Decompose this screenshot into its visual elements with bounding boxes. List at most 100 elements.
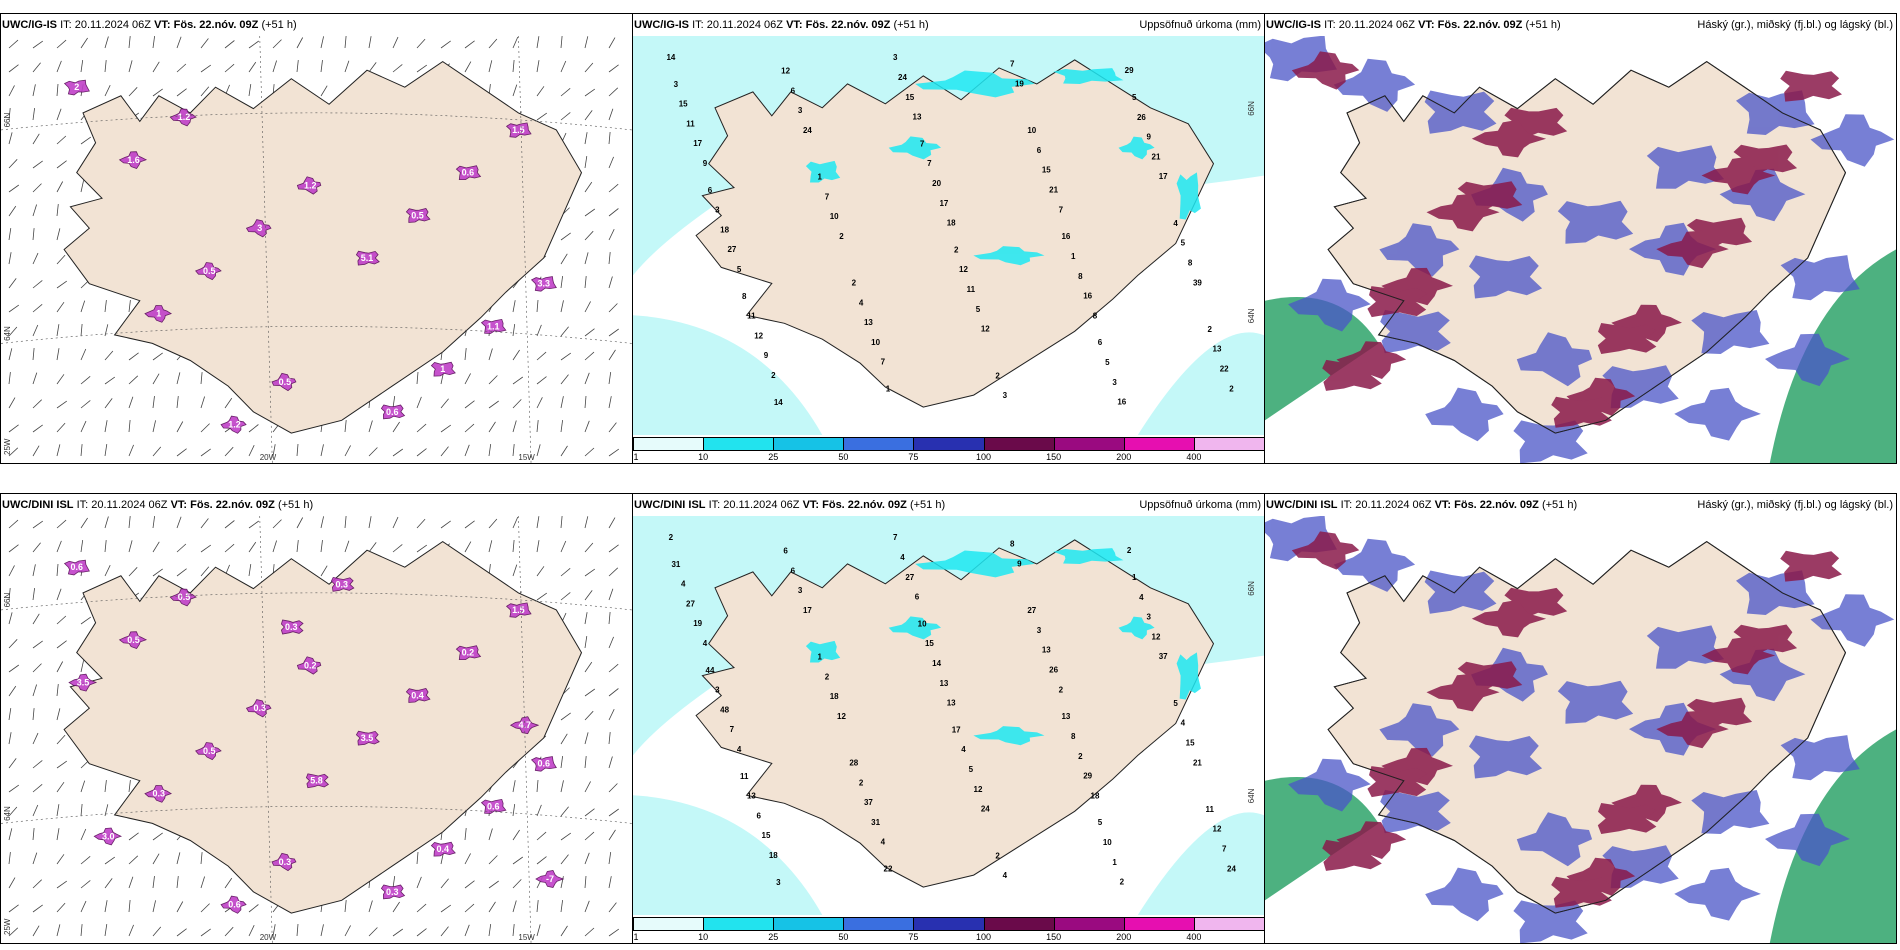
wind-barb	[608, 876, 612, 889]
precip-value-label: 2	[1059, 685, 1064, 694]
colorbar-swatch	[1053, 437, 1125, 451]
wind-barb	[608, 636, 614, 649]
wind-barb	[368, 447, 378, 457]
wind-barb	[584, 156, 588, 169]
wind-barb	[104, 85, 111, 97]
wind-barb	[608, 517, 616, 529]
wind-barb	[56, 83, 59, 97]
precip-value-label: 1	[886, 385, 891, 394]
wind-barb	[608, 131, 611, 145]
vt-value: Fös. 22.nóv. 09Z	[173, 19, 259, 31]
precip-value-label: 3	[715, 686, 720, 695]
vt-label: VT:	[786, 19, 803, 31]
wind-barb	[104, 924, 108, 937]
wind-barb	[56, 760, 68, 769]
wind-barb	[584, 62, 594, 73]
wind-barb	[32, 252, 39, 265]
ice-value-label: 1.2	[178, 112, 191, 122]
low-cloud-area	[1674, 387, 1761, 441]
colorbar-tick-label: 150	[1046, 452, 1062, 462]
precip-value-label: 15	[925, 639, 934, 648]
wind-barb	[464, 828, 467, 841]
precip-value-label: 2	[825, 672, 830, 681]
cloud-map	[1265, 36, 1896, 463]
precip-value-label: 28	[849, 759, 858, 768]
wind-barb	[104, 60, 107, 73]
precip-heavy-area	[1176, 172, 1201, 220]
precip-value-label: 19	[1015, 80, 1024, 89]
wind-barb	[560, 374, 569, 385]
wind-barb	[8, 39, 19, 49]
precip-value-label: 6	[783, 547, 788, 556]
wind-barb	[512, 349, 520, 361]
wind-barb	[440, 40, 451, 49]
low-cloud-area	[1691, 790, 1770, 834]
meridian-line	[518, 36, 532, 463]
wind-barb	[8, 708, 12, 721]
ice-values: 0.6 0.2 0.6 0.3 1.5 0.3 0.6 0.6 0.2 0.5 0.4 0.5 0.4 0…	[70, 562, 554, 909]
precip-value-label: 10	[1103, 838, 1112, 847]
precip-value-label: 12	[974, 785, 983, 794]
wind-barb	[56, 374, 65, 385]
wind-barb	[224, 877, 233, 889]
wind-barb	[56, 39, 67, 49]
wind-barb	[32, 303, 43, 313]
ice-accretion-area	[430, 841, 456, 857]
wind-barb	[584, 328, 595, 337]
wind-barb	[584, 301, 591, 313]
wind-barb	[200, 518, 209, 529]
wind-barb	[608, 303, 618, 313]
low-cloud-area	[1780, 255, 1860, 301]
wind-barb	[56, 108, 62, 121]
wind-barb	[560, 112, 571, 121]
wind-barb	[464, 373, 471, 385]
precip-value-label: 12	[1152, 633, 1161, 642]
precip-value-label: 3	[1037, 626, 1042, 635]
colorbar-swatch	[633, 917, 705, 931]
wind-barb	[8, 278, 17, 289]
wind-barb	[200, 372, 203, 385]
mid-cloud-area	[1656, 230, 1729, 269]
axis-label: 66N	[3, 113, 12, 128]
wind-barb	[608, 829, 616, 841]
mid-cloud-area	[1551, 876, 1612, 908]
wind-barb	[560, 925, 568, 937]
wind-barb	[608, 902, 617, 913]
colorbar-tick-label: 25	[768, 452, 779, 462]
wind-barb	[512, 900, 517, 913]
precip-value-label: 2	[771, 371, 776, 380]
wind-barb	[176, 901, 184, 913]
ice-accretion-area	[505, 602, 532, 618]
wind-barb	[80, 900, 87, 913]
wind-barb	[560, 806, 569, 817]
mid-cloud-areas	[1291, 51, 1842, 428]
wind-barb	[512, 879, 522, 889]
wind-barb	[440, 424, 452, 433]
wind-barb	[416, 928, 427, 937]
wind-barb	[560, 592, 571, 601]
precip-value-label: 22	[1220, 365, 1229, 374]
precip-value-label: 24	[898, 73, 907, 82]
wind-barb	[416, 851, 419, 865]
ice-accretion-areas	[63, 559, 565, 914]
precip-value-label: 6	[791, 566, 796, 575]
wind-barb	[8, 304, 20, 313]
wind-barb	[560, 420, 563, 433]
precip-value-label: 1	[817, 653, 822, 662]
wind-barb	[56, 301, 65, 313]
precip-value-label: 27	[686, 599, 695, 608]
wind-barb	[320, 565, 328, 577]
colorbar-tick-label: 1	[633, 932, 639, 942]
precip-value-label: 13	[939, 679, 948, 688]
ice-accretion-area	[144, 305, 173, 323]
mid-cloud-area	[1597, 803, 1657, 834]
ice-accretion-area	[271, 372, 297, 392]
wind-barb	[104, 36, 109, 49]
wind-barb	[32, 204, 37, 217]
precip-value-label: 4	[1173, 219, 1178, 228]
wind-barb	[368, 62, 377, 73]
precip-value-label: 4	[703, 639, 708, 648]
wind-barb	[392, 544, 403, 553]
wind-barb	[464, 880, 475, 889]
precip-value-label: 6	[708, 186, 713, 195]
